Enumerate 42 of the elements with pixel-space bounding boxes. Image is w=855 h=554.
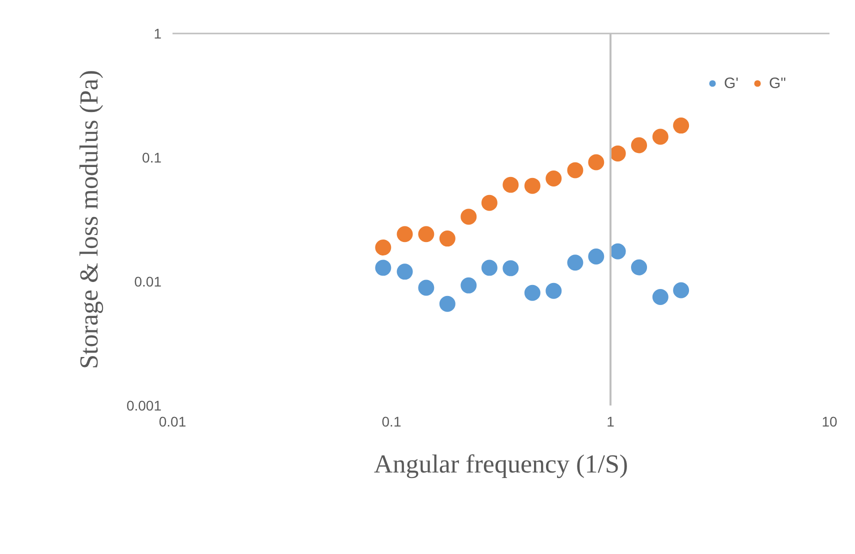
point: [502, 176, 519, 193]
point: [546, 282, 562, 299]
point: [418, 280, 434, 296]
point: [652, 128, 668, 145]
legend-label: G': [724, 74, 740, 92]
point: [588, 248, 604, 265]
x-tick-label: 10: [822, 414, 838, 430]
point: [610, 145, 626, 162]
point: [481, 260, 498, 276]
point: [524, 284, 540, 301]
point: [439, 296, 456, 312]
point: [673, 118, 690, 134]
point: [546, 170, 562, 186]
point: [502, 260, 519, 276]
y-tick-label: 0.001: [126, 398, 162, 414]
y-tick-label: 0.1: [142, 150, 162, 166]
point: [418, 226, 434, 242]
point: [567, 162, 584, 178]
point: [610, 243, 626, 260]
point: [567, 254, 584, 271]
point: [524, 178, 540, 194]
x-tick-label: 0.01: [158, 414, 186, 430]
point: [439, 230, 456, 247]
x-axis-title: Angular frequency (1/S): [374, 450, 628, 478]
y-tick-label: 0.01: [134, 274, 162, 290]
point: [673, 282, 690, 298]
point: [396, 226, 413, 242]
point: [375, 260, 392, 276]
y-tick-label: 1: [154, 26, 162, 42]
y-axis-title: Storage & loss modulus (Pa): [74, 70, 104, 369]
x-tick-label: 1: [606, 414, 615, 430]
legend-label: G": [769, 74, 787, 92]
point: [375, 240, 392, 256]
point: [652, 289, 668, 305]
point: [631, 259, 648, 276]
point: [631, 137, 648, 154]
point: [396, 264, 413, 280]
x-tick-label: 0.1: [382, 414, 402, 430]
point: [588, 154, 604, 170]
point: [460, 208, 477, 225]
point: [481, 194, 498, 211]
point: [460, 277, 477, 294]
